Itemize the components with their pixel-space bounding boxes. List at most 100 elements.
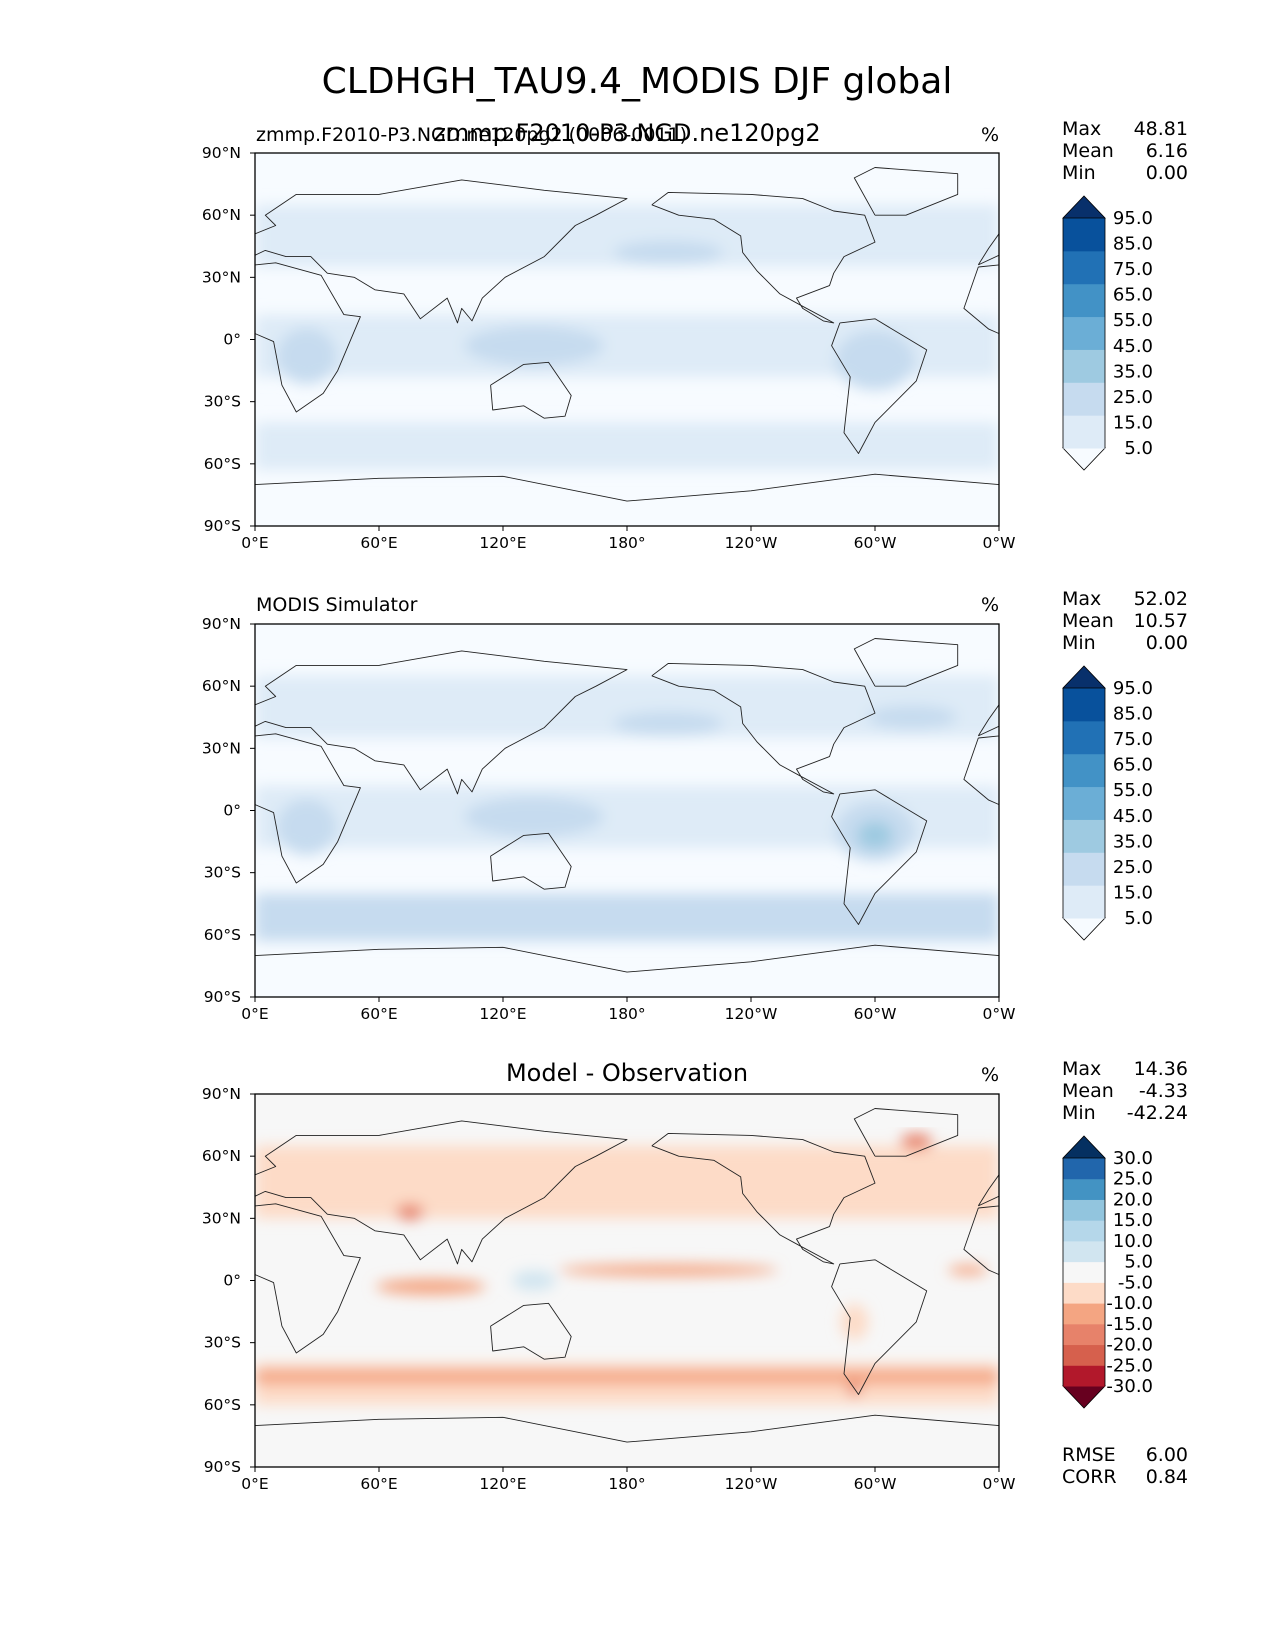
coastlines	[88, 638, 999, 973]
y-tick-label: 30°S	[204, 864, 241, 882]
field-shading	[255, 204, 999, 471]
colorbar-extend-max	[1062, 665, 1106, 689]
panel-model: zmmp.F2010-P3.NGD.ne120pg2 (0006-0011) z…	[88, 118, 1188, 552]
corr-value: 0.84	[1146, 1466, 1188, 1488]
colorbar-cell	[1063, 753, 1105, 788]
colorbar-tick-label: -15.0	[1106, 1314, 1153, 1335]
stats-model: Max 48.81 Mean 6.16 Min 0.00	[1062, 118, 1188, 184]
x-tick-label: 60°E	[360, 534, 397, 552]
colorbar-tick-label: 20.0	[1113, 1189, 1153, 1210]
max-label: Max	[1062, 1058, 1101, 1080]
min-value: 0.00	[1146, 162, 1188, 184]
colorbar-cell	[1063, 1220, 1105, 1242]
maritime-max	[464, 325, 604, 366]
colorbar-obs: 5.0 15.0 25.0 35.0 45.0 55.0 65.0 75.0 85.0 95.0	[1062, 665, 1153, 941]
colorbar-tick-label: 15.0	[1113, 1210, 1153, 1231]
map-diff	[255, 1094, 999, 1467]
colorbar-extend-min	[1062, 917, 1106, 941]
colorbar-tick-label: 15.0	[1113, 882, 1153, 903]
x-tick-label: 180°	[608, 1475, 645, 1493]
colorbar-extend-max	[1062, 195, 1106, 219]
x-tick-label: 0°W	[983, 1475, 1016, 1493]
indian-bias	[375, 1278, 486, 1295]
colorbar-cell	[1063, 1240, 1105, 1263]
colorbar-tick-label: 25.0	[1113, 387, 1153, 408]
amazon-max	[835, 330, 915, 391]
panel-model-units: %	[981, 124, 999, 146]
colorbar-extend-max	[1062, 1135, 1106, 1159]
colorbar-tick-label: 35.0	[1113, 831, 1153, 852]
y-tick-label: 60°N	[202, 1147, 241, 1165]
colorbar-cell	[1063, 283, 1105, 318]
colorbar-tick-label: 65.0	[1113, 285, 1153, 306]
rmse-label: RMSE	[1062, 1444, 1116, 1466]
mean-value: 10.57	[1134, 610, 1188, 632]
map-obs	[88, 624, 999, 997]
coastline-north-america	[651, 662, 876, 795]
colorbar-tick-label: 5.0	[1124, 1252, 1153, 1273]
colorbar-cell	[1063, 1199, 1105, 1221]
coastline-europe-asia-wrap	[255, 1120, 628, 1265]
itcz-bias	[558, 1264, 779, 1277]
colorbar-extend-min	[1062, 1385, 1106, 1409]
y-tick-label: 60°S	[204, 926, 241, 944]
coastline-antarctica-wrap	[255, 1425, 256, 1426]
coastline-north-america	[651, 1132, 876, 1265]
min-value: -42.24	[1127, 1102, 1188, 1124]
polar-mask-south	[255, 1446, 999, 1467]
atlantic-track	[867, 705, 958, 730]
x-tick-label: 60°W	[854, 534, 897, 552]
panel-obs-units: %	[981, 594, 999, 616]
colorbar-tick-label: 30.0	[1113, 1148, 1153, 1169]
colorbar-cell	[1063, 1344, 1105, 1366]
colorbar-tick-label: 10.0	[1113, 1231, 1153, 1252]
colorbar-tick-label: 95.0	[1113, 678, 1153, 699]
max-label: Max	[1062, 118, 1101, 140]
colorbar-tick-label: 55.0	[1113, 310, 1153, 331]
colorbar-tick-label: 75.0	[1113, 259, 1153, 280]
x-tick-label: 0°E	[241, 1005, 268, 1023]
colorbar-tick-label: 15.0	[1113, 412, 1153, 433]
rmse-value: 6.00	[1146, 1444, 1188, 1466]
coastline-africa	[963, 735, 999, 806]
axes-obs: 0°E 60°E 120°E 180° 120°W 60°W 0°W 90°N 60°N 30°N…	[202, 615, 1016, 1023]
colorbar-cell	[1063, 720, 1105, 755]
figure-title: CLDHGH_TAU9.4_MODIS DJF global	[322, 61, 953, 102]
colorbar-tick-label: 5.0	[1124, 908, 1153, 929]
max-value: 48.81	[1134, 118, 1188, 140]
panel-model-left-title: zmmp.F2010-P3.NGD.ne120pg2 (0006-0011)	[256, 124, 687, 146]
y-tick-label: 30°N	[202, 1209, 241, 1227]
colorbar-tick-label: -25.0	[1106, 1355, 1153, 1376]
max-value: 14.36	[1134, 1058, 1188, 1080]
coastline-greenland	[853, 167, 959, 216]
colorbar-cell	[1063, 1178, 1105, 1200]
coastline-south-america	[831, 789, 928, 925]
colorbar-tick-label: 95.0	[1113, 208, 1153, 229]
y-tick-label: 90°N	[202, 615, 241, 633]
coastline-north-america	[651, 191, 876, 324]
y-tick-label: 60°N	[202, 677, 241, 695]
diff-metrics: RMSE 6.00 CORR 0.84	[1062, 1444, 1188, 1488]
coastline-south-america-wrap	[88, 790, 183, 925]
colorbar-tick-label: -10.0	[1106, 1293, 1153, 1314]
coastline-australia	[490, 361, 572, 419]
colorbar-cell	[1063, 885, 1105, 919]
polar-mask-north	[255, 1094, 999, 1128]
x-tick-label: 120°E	[479, 534, 526, 552]
panel-diff-center-title: Model - Observation	[506, 1059, 748, 1087]
panel-model-center-title: zmmp.F2010-P3.NGD.ne120pg2	[433, 119, 820, 147]
colorbar-outline	[1062, 688, 1106, 918]
panel-obs: MODIS Simulator % 0°E 60°E 120°E 180° 120°W 6…	[88, 588, 1188, 1023]
colorbar-cell	[1063, 786, 1105, 820]
coastline-africa	[963, 264, 999, 335]
field-shading	[255, 675, 999, 942]
colorbar-cell	[1063, 1282, 1105, 1304]
colorbar-cell	[1063, 688, 1105, 722]
colorbar-cell	[1063, 349, 1105, 383]
coastline-africa-wrap	[255, 733, 361, 884]
coastline-south-america-wrap	[88, 319, 183, 454]
coastline-antarctica	[255, 944, 999, 973]
x-tick-label: 120°E	[479, 1005, 526, 1023]
y-tick-label: 90°N	[202, 1085, 241, 1103]
y-tick-label: 30°N	[202, 268, 241, 286]
